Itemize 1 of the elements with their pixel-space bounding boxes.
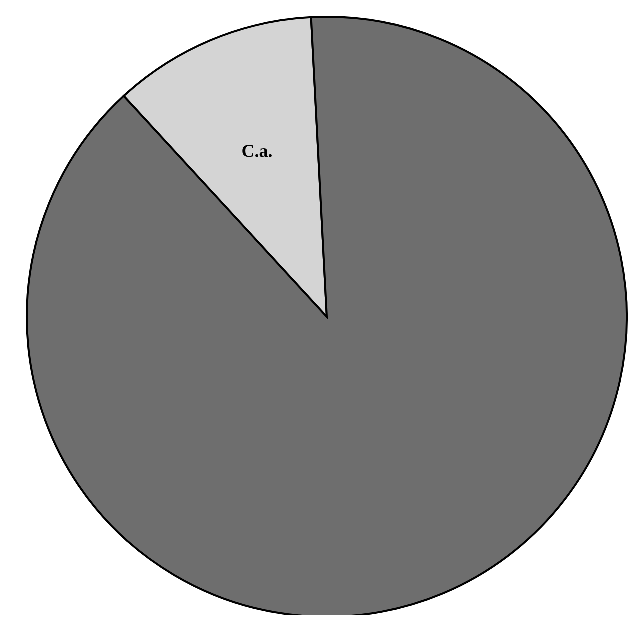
slice-label: C.a. [242, 141, 273, 162]
